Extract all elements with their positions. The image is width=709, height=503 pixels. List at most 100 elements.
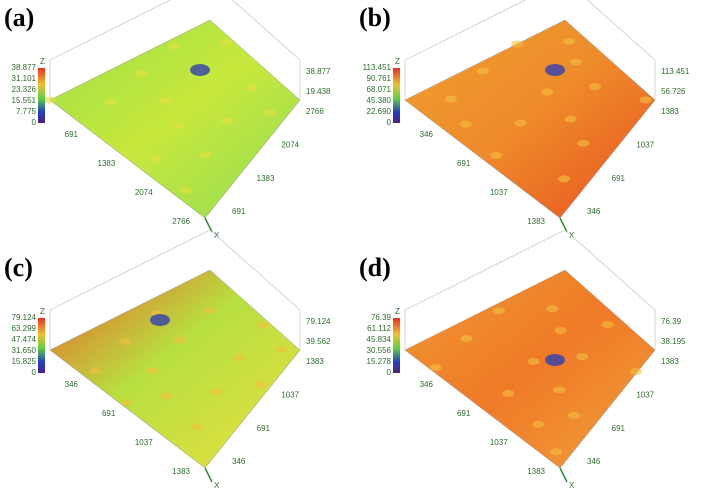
- x-tick-label: 1383: [98, 159, 116, 168]
- colorbar-label: 7.775: [16, 107, 37, 116]
- surface-feature: [232, 354, 245, 362]
- surface-feature: [160, 392, 173, 400]
- surface-feature: [203, 306, 216, 314]
- colorbar-label: 23.326: [12, 85, 37, 94]
- z-label: Z: [395, 57, 400, 66]
- surface-feature: [541, 88, 554, 96]
- colorbar-label: 45.380: [367, 96, 392, 105]
- z-tick-label: 38.877: [306, 67, 331, 76]
- panel-label: (c): [4, 253, 33, 282]
- x-tick-label: 346: [420, 130, 434, 139]
- surface-feature: [588, 83, 601, 91]
- x-axis-arrow: [559, 217, 568, 233]
- y-tick-label: 346: [587, 207, 601, 216]
- colorbar-label: 0: [387, 118, 392, 127]
- x-tick-label: 1037: [490, 438, 508, 447]
- surface-feature: [168, 42, 181, 50]
- panel: (b)Z113.45190.76168.07145.38022.6900113.…: [359, 0, 690, 240]
- y-tick-label: 346: [587, 457, 601, 466]
- colorbar-label: 38.877: [12, 63, 37, 72]
- panel: (d)Z76.3961.11245.83430.55615.278076.393…: [359, 229, 686, 490]
- surface-feature: [244, 84, 257, 92]
- surface-feature: [639, 96, 652, 104]
- colorbar: [38, 68, 45, 123]
- y-tick-label: 691: [232, 207, 246, 216]
- colorbar: [393, 68, 400, 123]
- x-tick-label: 2074: [135, 188, 153, 197]
- surface-feature: [546, 305, 559, 313]
- x-tick-label: 1383: [527, 467, 545, 476]
- surface-feature: [159, 97, 172, 105]
- surface-feature: [180, 186, 193, 194]
- colorbar-label: 68.071: [367, 85, 392, 94]
- surface-feature: [553, 386, 566, 394]
- x-axis-arrow: [559, 467, 568, 483]
- surface-feature: [199, 151, 212, 159]
- y-tick-label: 346: [232, 457, 246, 466]
- colorbar-label: 45.834: [367, 335, 392, 344]
- colorbar: [38, 318, 45, 373]
- z-label: Z: [40, 307, 45, 316]
- colorbar-label: 15.825: [12, 357, 37, 366]
- panel: (a)Z38.87731.10123.32615.5517.775038.877…: [4, 0, 331, 240]
- surface-feature: [173, 336, 186, 344]
- surface-feature: [567, 411, 580, 419]
- z-tick-label: 113.451: [661, 67, 690, 76]
- colorbar-label: 15.551: [12, 96, 37, 105]
- x-axis-arrow: [204, 467, 213, 483]
- y-tick-label: 1037: [636, 140, 654, 149]
- surface: [404, 269, 656, 469]
- z-tick-label: 39.562: [306, 337, 331, 346]
- x-tick-label: 2766: [172, 217, 190, 226]
- colorbar-label: 61.112: [367, 324, 391, 333]
- surface-feature: [89, 367, 102, 375]
- surface-feature: [629, 368, 642, 376]
- surface-feature: [148, 154, 161, 162]
- x-axis-arrow: [204, 217, 213, 233]
- x-tick-label: 346: [420, 380, 434, 389]
- surface-feature: [550, 448, 563, 456]
- x-tick-label: 1037: [490, 188, 508, 197]
- surface-feature: [460, 335, 473, 343]
- surface-feature: [502, 389, 515, 397]
- surface-feature: [210, 388, 223, 396]
- surface-feature: [527, 357, 540, 365]
- surface-feature: [569, 58, 582, 66]
- x-name: X: [214, 481, 220, 490]
- z-tick-label: 76.39: [661, 317, 682, 326]
- surface-feature: [514, 119, 527, 127]
- colorbar-label: 0: [387, 368, 392, 377]
- panel-label: (d): [359, 253, 391, 282]
- surface-feature: [221, 117, 234, 125]
- surface-feature: [104, 98, 117, 106]
- surface-feature: [444, 95, 457, 103]
- surface-feature: [511, 40, 523, 48]
- z-label: Z: [40, 57, 45, 66]
- colorbar-label: 63.299: [12, 324, 37, 333]
- z-tick-label: 38.195: [661, 337, 686, 346]
- x-tick-label: 1037: [135, 438, 153, 447]
- surface-feature: [274, 345, 287, 353]
- y-tick-label: 1037: [281, 390, 299, 399]
- surface-feature: [256, 321, 269, 329]
- pit: [190, 64, 210, 76]
- z-tick-label: 19.438: [306, 87, 331, 96]
- colorbar-label: 30.556: [367, 346, 392, 355]
- surface-feature: [554, 327, 567, 335]
- x-tick-label: 691: [457, 159, 471, 168]
- surface-feature: [264, 109, 277, 117]
- surface-feature: [254, 381, 267, 389]
- colorbar-label: 113.451: [363, 63, 392, 72]
- panel: (c)Z79.12463.29947.47431.65015.825079.12…: [4, 229, 331, 490]
- x-tick-label: 1383: [172, 467, 190, 476]
- panel-label: (a): [4, 3, 34, 32]
- colorbar-label: 90.761: [367, 74, 392, 83]
- y-tick-label: 691: [612, 174, 626, 183]
- x-tick-label: 1383: [527, 217, 545, 226]
- surface-feature: [476, 67, 489, 75]
- colorbar-label: 47.474: [12, 335, 37, 344]
- colorbar-label: 31.650: [12, 346, 37, 355]
- x-name: X: [569, 481, 575, 490]
- colorbar-label: 0: [32, 118, 37, 127]
- surface: [49, 269, 301, 469]
